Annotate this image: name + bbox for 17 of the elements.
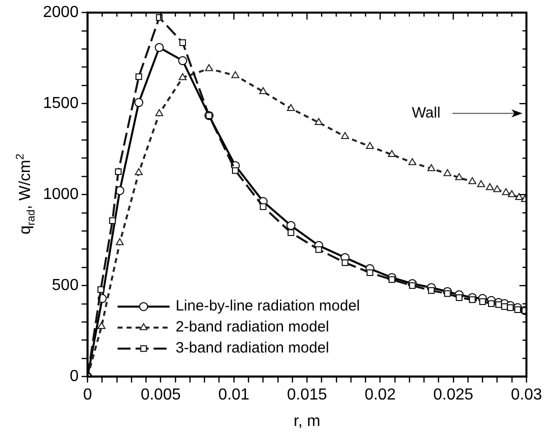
legend-label: 2-band radiation model: [176, 318, 330, 336]
y-tick-label: 2000: [43, 4, 79, 22]
y-tick-label: 0: [70, 368, 79, 386]
x-axis-title: r, m: [294, 412, 320, 430]
y-tick-label: 1500: [43, 95, 79, 112]
x-tick-label: 0.005: [140, 386, 181, 404]
x-tick-label: 0.025: [433, 386, 474, 404]
x-tick-label: 0.015: [286, 386, 328, 404]
x-tick-label: 0.02: [364, 386, 396, 404]
y-tick-label: 1000: [43, 186, 79, 204]
legend-label: 3-band radiation model: [176, 340, 330, 357]
legend-label: Line-by-line radiation model: [176, 298, 360, 315]
x-tick-label: 0: [83, 386, 92, 404]
x-tick-label: 0.01: [218, 386, 250, 404]
x-tick-label: 0.03: [510, 386, 542, 404]
y-tick-label: 500: [52, 277, 79, 294]
annotation: Wall: [412, 104, 440, 122]
